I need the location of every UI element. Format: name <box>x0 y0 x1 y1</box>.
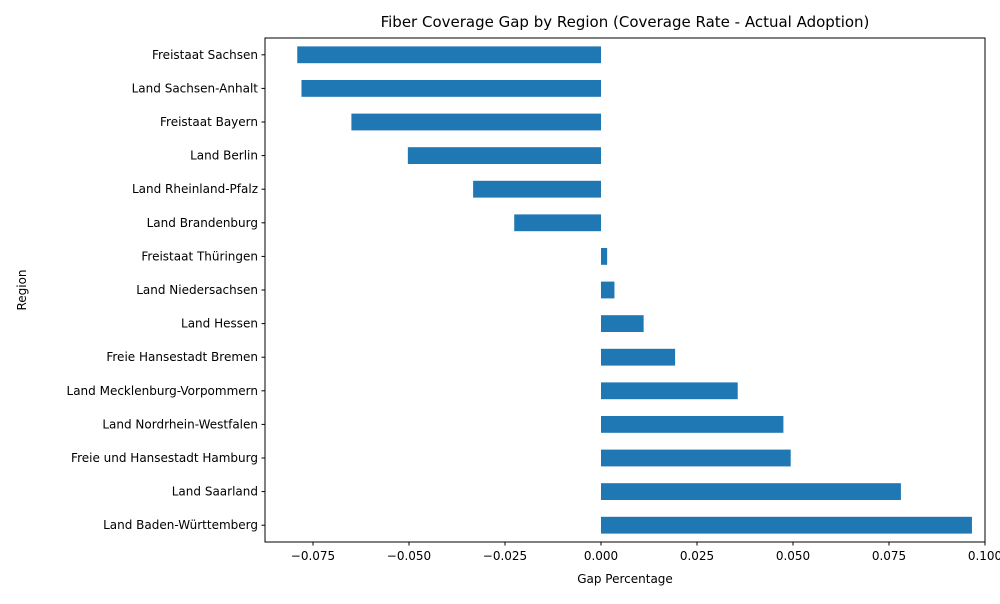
y-tick-label: Freistaat Thüringen <box>141 249 258 263</box>
x-tick-label: −0.050 <box>387 549 431 563</box>
bar-12 <box>601 449 791 467</box>
y-tick-label: Land Mecklenburg-Vorpommern <box>67 384 258 398</box>
bars-group <box>297 46 972 534</box>
bar-4 <box>473 180 601 198</box>
bar-13 <box>601 483 901 500</box>
bar-3 <box>407 147 601 164</box>
bar-10 <box>601 382 738 400</box>
y-axis-label: Region <box>15 269 29 310</box>
y-axis-ticks: Freistaat Sachsen Land Sachsen-Anhalt Frei… <box>67 48 265 532</box>
bar-7 <box>601 281 615 299</box>
y-tick-label: Freie und Hansestadt Hamburg <box>71 451 258 465</box>
bar-0 <box>297 46 601 64</box>
y-tick-label: Land Berlin <box>190 149 258 163</box>
x-tick-label: 0.000 <box>584 549 618 563</box>
bar-9 <box>601 348 676 366</box>
bar-8 <box>601 315 644 332</box>
bar-14 <box>601 516 972 534</box>
bar-2 <box>351 113 601 131</box>
bar-5 <box>514 214 601 232</box>
y-tick-label: Land Rheinland-Pfalz <box>132 182 258 196</box>
y-tick-label: Land Brandenburg <box>147 216 258 230</box>
chart-title: Fiber Coverage Gap by Region (Coverage R… <box>381 13 870 31</box>
x-axis-label: Gap Percentage <box>577 572 673 586</box>
x-tick-label: −0.025 <box>483 549 527 563</box>
y-tick-label: Freistaat Sachsen <box>152 48 258 62</box>
y-tick-label: Freie Hansestadt Bremen <box>106 350 258 364</box>
bar-6 <box>601 248 608 265</box>
bar-11 <box>601 416 784 433</box>
x-tick-label: 0.050 <box>776 549 810 563</box>
x-tick-label: 0.025 <box>680 549 714 563</box>
plot-frame <box>264 37 986 543</box>
y-tick-label: Land Nordrhein-Westfalen <box>102 417 258 431</box>
bar-1 <box>301 80 601 97</box>
y-tick-label: Land Baden-Württemberg <box>103 518 258 532</box>
y-tick-label: Freistaat Bayern <box>160 115 258 129</box>
x-tick-label: 0.075 <box>872 549 906 563</box>
y-tick-label: Land Niedersachsen <box>136 283 258 297</box>
x-tick-label: 0.100 <box>968 549 1000 563</box>
x-tick-label: −0.075 <box>291 549 335 563</box>
x-axis-ticks: −0.075 −0.050 −0.025 0.000 0.025 0.050 0.075 0.… <box>291 542 1000 563</box>
y-tick-label: Land Sachsen-Anhalt <box>132 81 259 95</box>
y-tick-label: Land Hessen <box>181 317 258 331</box>
y-tick-label: Land Saarland <box>172 485 258 499</box>
